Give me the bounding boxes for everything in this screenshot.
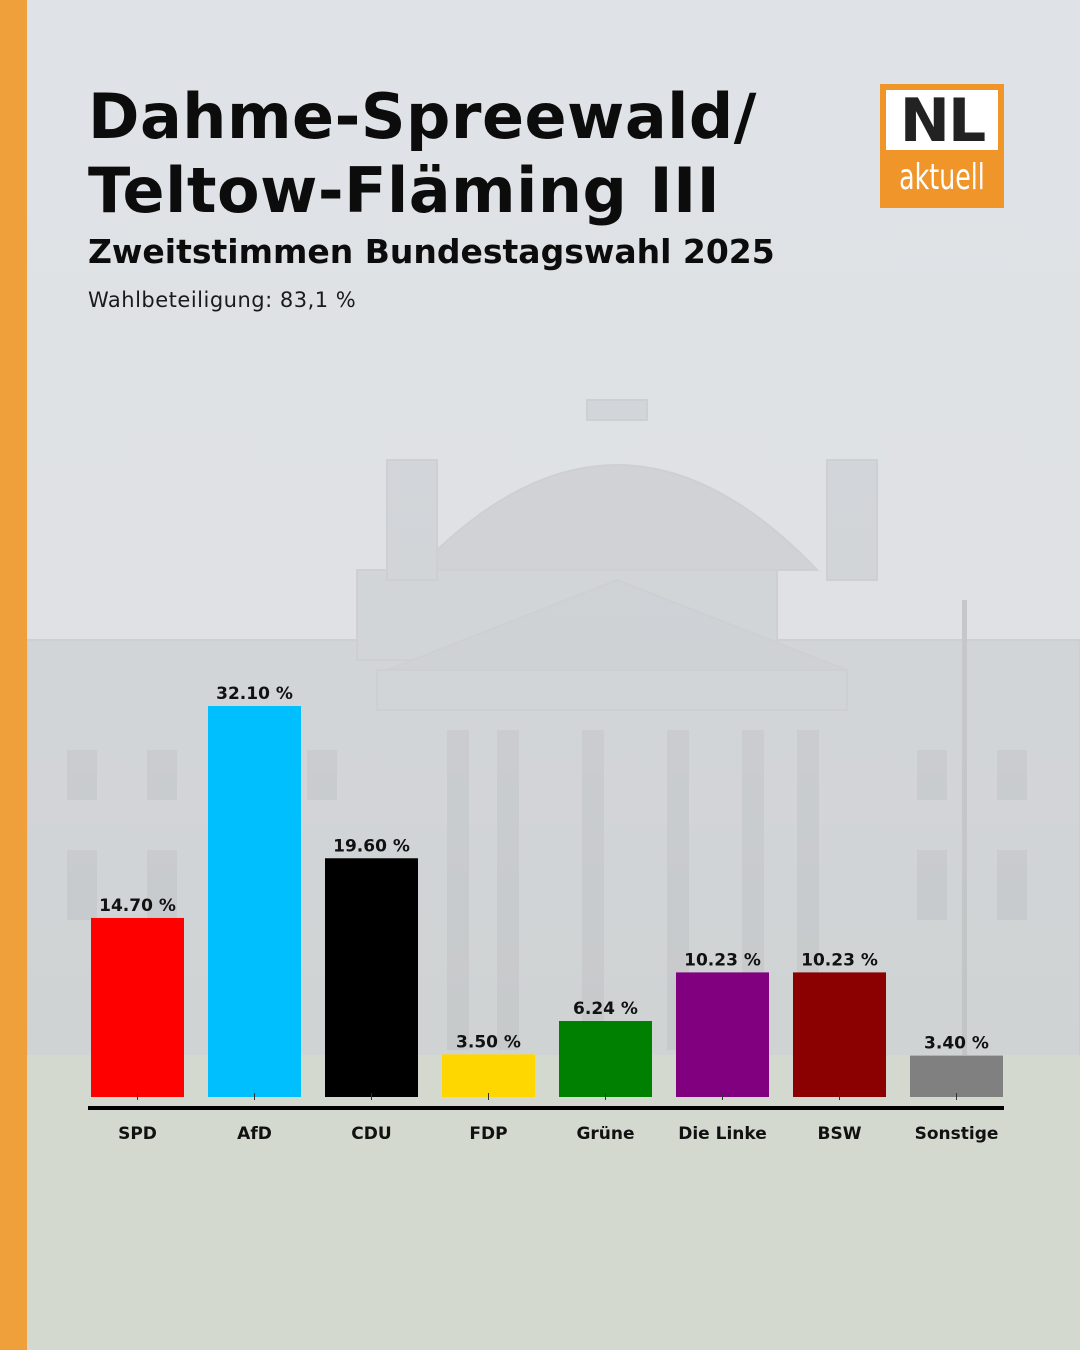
- bar-value-label: 6.24 %: [573, 999, 638, 1019]
- logo-text-nl: NL: [886, 90, 998, 152]
- accent-side-bar: [0, 0, 27, 1350]
- logo-text-aktuell: aktuell: [899, 157, 985, 198]
- x-tick-label: BSW: [818, 1124, 862, 1144]
- title-line-1: Dahme-Spreewald/: [88, 80, 757, 153]
- bar-spd: [91, 917, 184, 1097]
- lawn-background: [27, 1055, 1080, 1350]
- bar-afd: [208, 706, 301, 1097]
- nl-aktuell-logo: NL aktuell: [880, 84, 1004, 208]
- bar-value-label: 32.10 %: [216, 684, 293, 704]
- x-tick-label: CDU: [351, 1124, 391, 1144]
- x-tick-label: Sonstige: [915, 1124, 999, 1144]
- bar-value-label: 10.23 %: [801, 950, 878, 970]
- page-title: Dahme-Spreewald/ Teltow-Fläming III: [88, 80, 848, 228]
- bar-value-label: 19.60 %: [333, 836, 410, 856]
- page-subtitle: Zweitstimmen Bundestagswahl 2025: [88, 232, 775, 271]
- x-tick-label: Grüne: [576, 1124, 634, 1144]
- x-axis-line: [88, 1106, 1004, 1110]
- title-line-2: Teltow-Fläming III: [88, 154, 721, 227]
- bar-die-linke: [676, 972, 769, 1097]
- x-tick-label: Die Linke: [678, 1124, 767, 1144]
- turnout-text: Wahlbeteiligung: 83,1 %: [88, 288, 357, 312]
- x-tick-label: SPD: [118, 1124, 157, 1144]
- bar-fdp: [442, 1054, 535, 1097]
- bar-value-label: 3.40 %: [924, 1034, 989, 1054]
- bar-sonstige: [910, 1055, 1003, 1097]
- reichstag-background-image: [27, 399, 1080, 1090]
- bar-grüne: [559, 1020, 652, 1097]
- bar-value-label: 10.23 %: [684, 950, 761, 970]
- bar-value-label: 3.50 %: [456, 1032, 521, 1052]
- bar-cdu: [325, 858, 418, 1097]
- bar-bsw: [793, 972, 886, 1097]
- bar-value-label: 14.70 %: [99, 896, 176, 916]
- x-tick-label: AfD: [237, 1124, 272, 1144]
- x-tick-label: FDP: [469, 1124, 507, 1144]
